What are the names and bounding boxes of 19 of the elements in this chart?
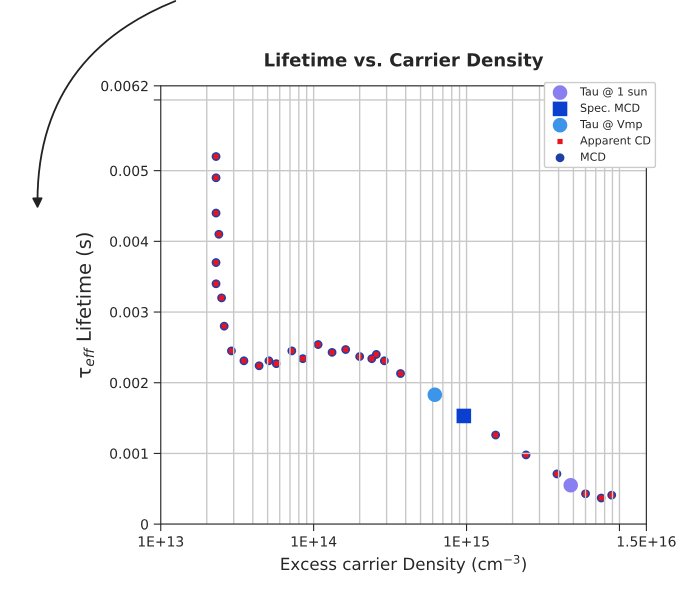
y-tick-label: 0.002 xyxy=(110,378,148,388)
x-tick-label: 1E+14 xyxy=(292,536,336,546)
chart-title: Lifetime vs. Carrier Density xyxy=(265,52,544,70)
y-tick-label: 0 xyxy=(141,519,148,530)
legend-label: Tau @ Vmp xyxy=(580,120,642,130)
y-tick-label: 0.003 xyxy=(110,307,148,318)
legend-label: Apparent CD xyxy=(580,136,650,147)
y-axis-title: τ$_{eff}$ Lifetime (s) xyxy=(76,233,94,378)
y-tick-label: 0.0062 xyxy=(101,80,148,92)
x-tick-label: 1E+15 xyxy=(444,536,489,547)
legend-label: MCD xyxy=(581,152,606,161)
x-tick-label: 1E+13 xyxy=(138,536,184,547)
legend-label: Tau @ 1 sun xyxy=(580,87,647,98)
y-tick-label: 0.005 xyxy=(110,166,148,176)
x-tick-label: 1.5E+16 xyxy=(618,536,676,547)
y-tick-label: 0.001 xyxy=(110,448,148,459)
legend-label: Spec. MCD xyxy=(580,104,640,114)
y-tick-label: 0.004 xyxy=(110,236,148,247)
x-axis-title: Excess carrier Density (cm$^{−3}$) xyxy=(281,554,526,574)
